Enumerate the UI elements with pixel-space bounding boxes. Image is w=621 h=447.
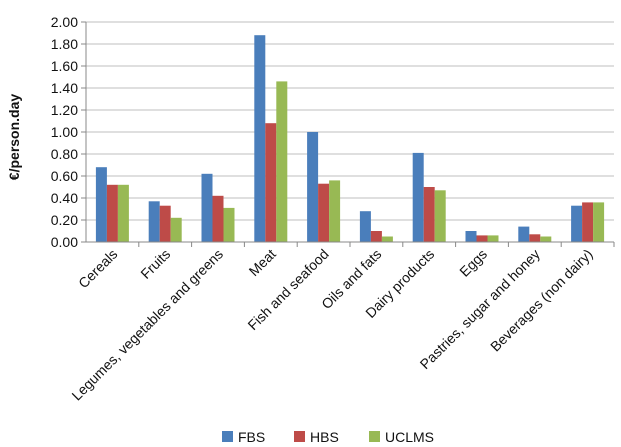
x-category-label: Beverages (non dairy) [487,246,596,355]
bar-fbs [359,211,371,242]
bar-uclms [117,184,129,242]
x-category-label: Eggs [456,246,490,280]
y-tick-label: 1.20 [51,102,78,118]
bar-hbs [476,235,488,242]
bar-uclms [434,190,446,242]
bar-uclms [329,180,341,242]
bar-hbs [106,184,118,242]
bar-fbs [201,173,213,242]
legend: FBS HBS UCLMS [222,429,434,445]
y-tick-label: 0.00 [51,234,78,250]
legend-label: UCLMS [385,429,434,445]
y-tick-label: 1.60 [51,58,78,74]
bars [95,35,605,243]
bar-fbs [95,167,107,242]
y-tick-label: 2.00 [51,14,78,30]
bar-fbs [571,205,583,242]
bar-hbs [159,205,171,242]
bar-fbs [465,231,477,242]
bar-uclms [593,202,605,242]
bar-uclms [540,236,552,242]
y-axis-title: €/person.day [6,94,22,181]
legend-swatch-hbs [294,431,305,442]
legend-label: HBS [310,429,339,445]
bar-uclms [381,236,393,242]
legend-swatch-uclms [369,431,380,442]
legend-label: FBS [238,429,265,445]
x-category-label: Cereals [75,246,120,291]
bar-hbs [265,123,277,242]
bar-uclms [487,235,499,242]
legend-swatch-fbs [222,431,233,442]
bar-uclms [223,207,235,242]
bar-hbs [582,202,594,242]
bar-uclms [170,217,182,242]
bar-fbs [254,35,266,243]
y-tick-label: 1.40 [51,80,78,96]
x-category-label: Meat [246,246,279,279]
bar-fbs [307,132,319,242]
bar-hbs [212,195,224,242]
x-category-label: Fruits [137,246,173,282]
y-tick-label: 0.20 [51,212,78,228]
axes [85,22,615,247]
bar-hbs [423,187,435,242]
bar-hbs [318,183,330,242]
y-tick-label: 1.80 [51,36,78,52]
bar-fbs [148,201,160,242]
y-tick-label: 1.00 [51,124,78,140]
y-tick-label: 0.60 [51,168,78,184]
bar-hbs [529,234,541,242]
bar-uclms [276,81,288,243]
bar-fbs [518,226,530,242]
bar-hbs [370,231,382,242]
y-tick-label: 0.80 [51,146,78,162]
y-axis-tick-labels: 0.00 0.20 0.40 0.60 0.80 1.00 1.20 1.40 1.60 1.80… [51,14,78,250]
bar-fbs [412,152,424,242]
y-tick-label: 0.40 [51,190,78,206]
